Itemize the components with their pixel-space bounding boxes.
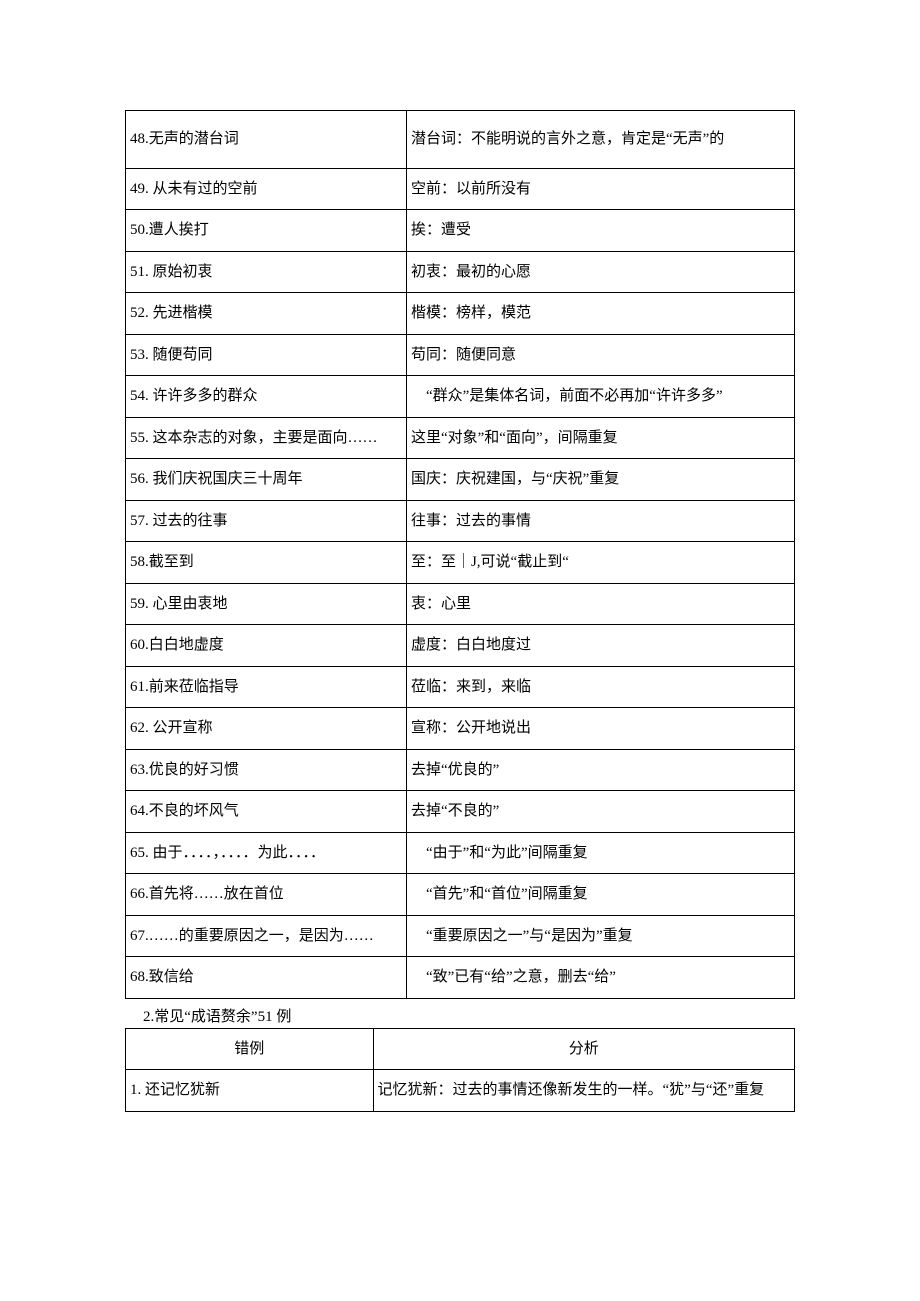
document-page: 48.无声的潜台词潜台词：不能明说的言外之意，肯定是“无声”的49. 从未有过的…: [0, 0, 920, 1176]
table-row: 61.前来莅临指导莅临：来到，来临: [126, 666, 795, 708]
error-example-cell: 63.优良的好习惯: [126, 749, 407, 791]
table-row: 49. 从未有过的空前空前：以前所没有: [126, 168, 795, 210]
table-row: 63.优良的好习惯去掉“优良的”: [126, 749, 795, 791]
table-row: 67.……的重要原因之一，是因为…… “重要原因之一”与“是因为”重复: [126, 915, 795, 957]
analysis-cell: 空前：以前所没有: [406, 168, 794, 210]
analysis-cell: 挨：遭受: [406, 210, 794, 252]
table-row: 48.无声的潜台词潜台词：不能明说的言外之意，肯定是“无声”的: [126, 111, 795, 169]
table-row: 66.首先将……放在首位 “首先”和“首位”间隔重复: [126, 874, 795, 916]
analysis-cell: 宣称：公开地说出: [406, 708, 794, 750]
error-example-cell: 60.白白地虚度: [126, 625, 407, 667]
analysis-cell: 去掉“不良的”: [406, 791, 794, 833]
table-header-row: 错例分析: [126, 1028, 795, 1070]
error-example-cell: 65. 由于．．．．，．．．．为此．．．．: [126, 832, 407, 874]
analysis-cell: “首先”和“首位”间隔重复: [406, 874, 794, 916]
error-example-cell: 56. 我们庆祝国庆三十周年: [126, 459, 407, 501]
error-example-cell: 50.遭人挨打: [126, 210, 407, 252]
error-example-cell: 68.致信给: [126, 957, 407, 999]
table-redundancy-1: 48.无声的潜台词潜台词：不能明说的言外之意，肯定是“无声”的49. 从未有过的…: [125, 110, 795, 999]
table-row: 53. 随便苟同苟同：随便同意: [126, 334, 795, 376]
table-row: 50.遭人挨打挨：遭受: [126, 210, 795, 252]
error-example-cell: 57. 过去的往事: [126, 500, 407, 542]
analysis-cell: “由于”和“为此”间隔重复: [406, 832, 794, 874]
analysis-cell: 往事：过去的事情: [406, 500, 794, 542]
table-row: 64.不良的坏风气去掉“不良的”: [126, 791, 795, 833]
error-example-cell: 62. 公开宣称: [126, 708, 407, 750]
table-row: 60.白白地虚度虚度：白白地度过: [126, 625, 795, 667]
error-example-cell: 49. 从未有过的空前: [126, 168, 407, 210]
analysis-cell: “致”已有“给”之意，删去“给”: [406, 957, 794, 999]
table-row: 52. 先进楷模楷模：榜样，模范: [126, 293, 795, 335]
error-example-cell: 61.前来莅临指导: [126, 666, 407, 708]
table-row: 1. 还记忆犹新记忆犹新：过去的事情还像新发生的一样。“犹”与“还”重复: [126, 1070, 795, 1112]
header-error-example: 错例: [126, 1028, 374, 1070]
error-example-cell: 66.首先将……放在首位: [126, 874, 407, 916]
error-example-cell: 67.……的重要原因之一，是因为……: [126, 915, 407, 957]
error-example-cell: 54. 许许多多的群众: [126, 376, 407, 418]
table-redundancy-2: 错例分析1. 还记忆犹新记忆犹新：过去的事情还像新发生的一样。“犹”与“还”重复: [125, 1028, 795, 1112]
error-example-cell: 58.截至到: [126, 542, 407, 584]
error-example-cell: 55. 这本杂志的对象，主要是面向……: [126, 417, 407, 459]
error-example-cell: 64.不良的坏风气: [126, 791, 407, 833]
error-example-cell: 48.无声的潜台词: [126, 111, 407, 169]
table-row: 54. 许许多多的群众 “群众”是集体名词，前面不必再加“许许多多”: [126, 376, 795, 418]
analysis-cell: 这里“对象”和“面向”，间隔重复: [406, 417, 794, 459]
analysis-cell: 国庆：庆祝建国，与“庆祝”重复: [406, 459, 794, 501]
analysis-cell: 潜台词：不能明说的言外之意，肯定是“无声”的: [406, 111, 794, 169]
analysis-cell: 去掉“优良的”: [406, 749, 794, 791]
table-row: 51. 原始初衷初衷：最初的心愿: [126, 251, 795, 293]
header-analysis: 分析: [373, 1028, 794, 1070]
error-example-cell: 59. 心里由衷地: [126, 583, 407, 625]
table-row: 62. 公开宣称宣称：公开地说出: [126, 708, 795, 750]
analysis-cell: “群众”是集体名词，前面不必再加“许许多多”: [406, 376, 794, 418]
table-row: 55. 这本杂志的对象，主要是面向……这里“对象”和“面向”，间隔重复: [126, 417, 795, 459]
table-row: 68.致信给 “致”已有“给”之意，删去“给”: [126, 957, 795, 999]
analysis-cell: 记忆犹新：过去的事情还像新发生的一样。“犹”与“还”重复: [373, 1070, 794, 1112]
analysis-cell: 楷模：榜样，模范: [406, 293, 794, 335]
error-example-cell: 1. 还记忆犹新: [126, 1070, 374, 1112]
error-example-cell: 53. 随便苟同: [126, 334, 407, 376]
analysis-cell: “重要原因之一”与“是因为”重复: [406, 915, 794, 957]
analysis-cell: 衷：心里: [406, 583, 794, 625]
table-row: 56. 我们庆祝国庆三十周年国庆：庆祝建国，与“庆祝”重复: [126, 459, 795, 501]
table-row: 58.截至到至：至｜J,可说“截止到“: [126, 542, 795, 584]
analysis-cell: 虚度：白白地度过: [406, 625, 794, 667]
table-row: 59. 心里由衷地衷：心里: [126, 583, 795, 625]
analysis-cell: 至：至｜J,可说“截止到“: [406, 542, 794, 584]
table-row: 57. 过去的往事往事：过去的事情: [126, 500, 795, 542]
error-example-cell: 51. 原始初衷: [126, 251, 407, 293]
section-subtitle: 2.常见“成语赘余”51 例: [125, 1003, 795, 1028]
analysis-cell: 莅临：来到，来临: [406, 666, 794, 708]
table-row: 65. 由于．．．．，．．．．为此．．．． “由于”和“为此”间隔重复: [126, 832, 795, 874]
error-example-cell: 52. 先进楷模: [126, 293, 407, 335]
analysis-cell: 苟同：随便同意: [406, 334, 794, 376]
analysis-cell: 初衷：最初的心愿: [406, 251, 794, 293]
